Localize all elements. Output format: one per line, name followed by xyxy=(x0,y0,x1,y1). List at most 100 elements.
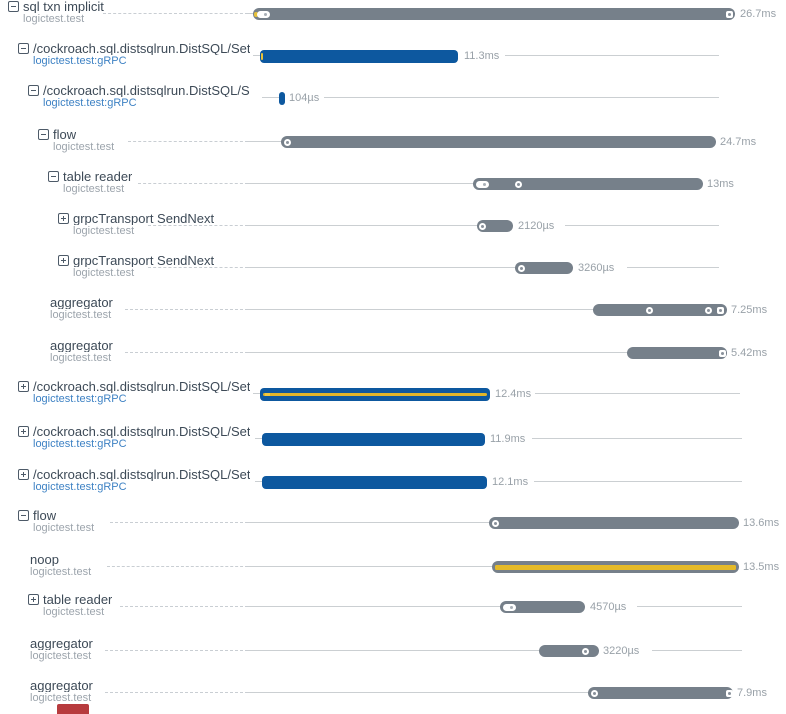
span-title: aggregator xyxy=(50,339,113,352)
span-duration: 5.42ms xyxy=(731,347,768,359)
timeline-line xyxy=(262,97,279,98)
span-bar[interactable] xyxy=(500,601,585,613)
span-bar[interactable] xyxy=(279,92,285,105)
span-title: /cockroach.sql.distsqlrun.DistSQL/Set xyxy=(33,42,251,55)
leader-line xyxy=(125,352,248,353)
collapse-icon[interactable] xyxy=(48,171,59,182)
timeline-line xyxy=(324,97,719,98)
span-duration: 12.4ms xyxy=(495,388,532,400)
span-bar[interactable] xyxy=(260,388,490,401)
span-bar[interactable] xyxy=(262,476,487,489)
span-bar[interactable] xyxy=(627,347,727,359)
timeline-line xyxy=(248,522,489,523)
span-subtitle: logictest.test:gRPC xyxy=(33,55,127,67)
span-bar[interactable] xyxy=(593,304,727,316)
span-bar[interactable] xyxy=(539,645,599,657)
span-bar[interactable] xyxy=(281,136,716,148)
leader-line xyxy=(125,309,248,310)
span-bar[interactable] xyxy=(262,433,485,446)
span-bar[interactable] xyxy=(515,262,573,274)
leader-line xyxy=(128,141,248,142)
leader-line xyxy=(148,267,248,268)
timeline-line xyxy=(255,481,262,482)
dot-marker-icon xyxy=(646,307,653,314)
span-subtitle: logictest.test xyxy=(30,692,92,704)
timeline-line xyxy=(248,352,627,353)
timeline-line xyxy=(248,692,588,693)
expand-icon[interactable] xyxy=(58,213,69,224)
span-title: aggregator xyxy=(30,679,93,692)
timeline-line xyxy=(637,606,742,607)
timeline-line xyxy=(248,606,500,607)
span-bar[interactable] xyxy=(492,561,739,573)
expand-icon[interactable] xyxy=(28,594,39,605)
span-duration: 12.1ms xyxy=(492,476,529,488)
span-bar[interactable] xyxy=(473,178,703,190)
span-duration: 13.6ms xyxy=(743,517,780,529)
timeline-line xyxy=(248,309,593,310)
pill-marker-icon xyxy=(476,181,489,188)
span-subtitle: logictest.test xyxy=(33,522,95,534)
span-subtitle: logictest.test:gRPC xyxy=(33,438,127,450)
leader-line xyxy=(110,522,248,523)
span-duration: 11.9ms xyxy=(490,433,526,445)
collapse-icon[interactable] xyxy=(18,43,29,54)
span-bar[interactable] xyxy=(588,687,733,699)
timeline-line xyxy=(535,393,740,394)
collapse-icon[interactable] xyxy=(8,1,19,12)
span-subtitle: logictest.test xyxy=(53,141,115,153)
span-duration: 3220µs xyxy=(603,645,640,657)
collapse-icon[interactable] xyxy=(38,129,49,140)
span-bar[interactable] xyxy=(260,50,458,63)
stripe-highlight xyxy=(495,564,736,570)
span-title: grpcTransport SendNext xyxy=(73,254,215,267)
sqdot-marker-icon xyxy=(719,350,726,357)
span-duration: 26.7ms xyxy=(740,8,777,20)
dot-marker-icon xyxy=(284,139,291,146)
span-duration: 24.7ms xyxy=(720,136,757,148)
span-title: table reader xyxy=(43,593,113,606)
leader-line xyxy=(138,183,248,184)
span-title: /cockroach.sql.distsqlrun.DistSQL/Set xyxy=(33,468,251,481)
dot-marker-icon xyxy=(518,265,525,272)
span-duration: 3260µs xyxy=(578,262,615,274)
timeline-line xyxy=(255,438,262,439)
expand-icon[interactable] xyxy=(18,381,29,392)
timeline-line xyxy=(253,393,260,394)
sqdot-marker-icon xyxy=(726,11,733,18)
span-title: aggregator xyxy=(30,637,93,650)
dot-marker-icon xyxy=(582,648,589,655)
leader-line xyxy=(103,13,248,14)
leader-line xyxy=(105,650,248,651)
span-subtitle: logictest.test xyxy=(50,309,112,321)
span-title: grpcTransport SendNext xyxy=(73,212,215,225)
dot-marker-icon xyxy=(705,307,712,314)
expand-icon[interactable] xyxy=(58,255,69,266)
span-bar[interactable] xyxy=(489,517,739,529)
collapse-icon[interactable] xyxy=(18,510,29,521)
timeline-line xyxy=(627,267,719,268)
span-title: table reader xyxy=(63,170,133,183)
ytick-marker-icon xyxy=(261,53,263,60)
span-bar[interactable] xyxy=(477,220,513,232)
ysq-marker-icon xyxy=(265,393,270,396)
dot-marker-icon xyxy=(591,690,598,697)
timeline-line xyxy=(253,55,260,56)
pill-marker-icon xyxy=(503,604,516,611)
leader-line xyxy=(107,566,248,567)
expand-icon[interactable] xyxy=(18,426,29,437)
timeline-line xyxy=(248,225,477,226)
span-bar[interactable] xyxy=(253,8,735,20)
span-title: sql txn implicit xyxy=(23,0,104,13)
stripe-highlight xyxy=(263,392,487,396)
collapse-icon[interactable] xyxy=(28,85,39,96)
span-subtitle: logictest.test:gRPC xyxy=(33,481,127,493)
timeline-line xyxy=(248,141,281,142)
span-subtitle: logictest.test xyxy=(73,225,135,237)
span-duration: 13ms xyxy=(707,178,734,190)
span-subtitle: logictest.test xyxy=(73,267,135,279)
span-duration: 11.3ms xyxy=(464,50,500,62)
span-duration: 4570µs xyxy=(590,601,627,613)
span-duration: 2120µs xyxy=(518,220,555,232)
expand-icon[interactable] xyxy=(18,469,29,480)
